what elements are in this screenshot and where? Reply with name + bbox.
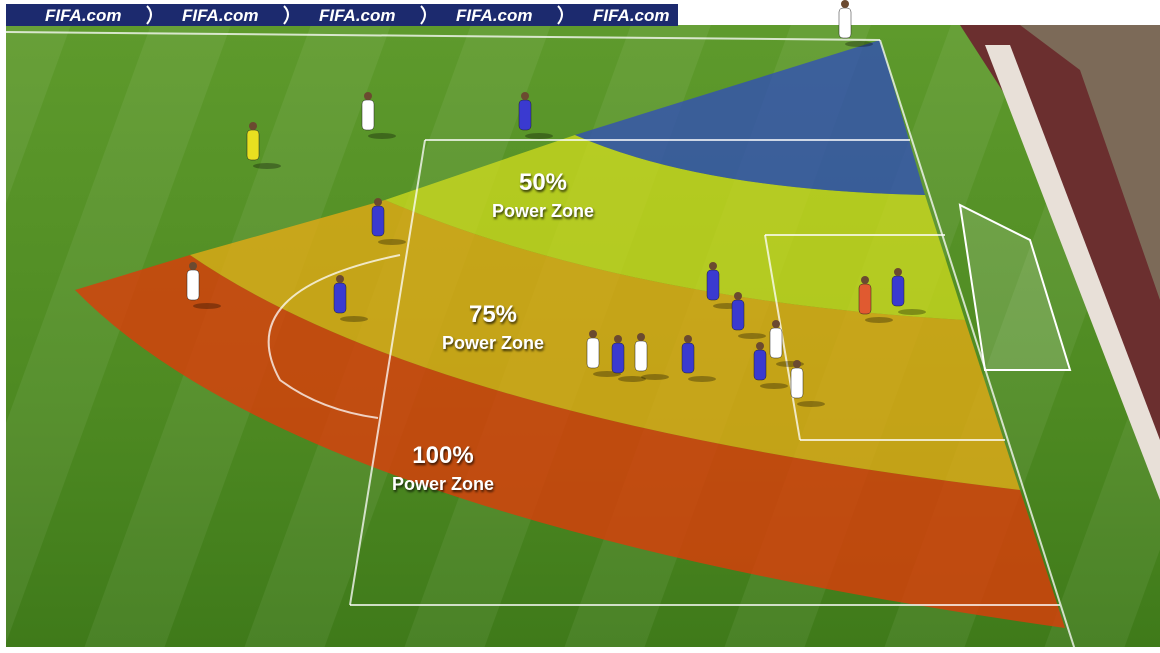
- player: [790, 367, 804, 399]
- player-shadow: [797, 401, 825, 407]
- player-head: [336, 275, 344, 283]
- goal: [958, 203, 1072, 371]
- zone-100: [75, 255, 1065, 628]
- player: [186, 269, 200, 301]
- player-head: [589, 330, 597, 338]
- player-head: [637, 333, 645, 341]
- player-shadow: [845, 41, 873, 47]
- crowd: [1020, 25, 1160, 300]
- player-head: [861, 276, 869, 284]
- player-shadow: [378, 239, 406, 245]
- banner: [6, 4, 678, 26]
- player-head: [894, 268, 902, 276]
- banner-text: FIFA.com: [593, 6, 670, 25]
- player-shadow: [641, 374, 669, 380]
- player: [681, 342, 695, 374]
- zone-percent: 50%: [519, 169, 567, 196]
- player-head: [614, 335, 622, 343]
- player-head: [521, 92, 529, 100]
- banner-items: FIFA.com FIFA.com FIFA.com FIFA.com FIFA.com: [45, 5, 700, 25]
- player-shadow: [688, 376, 716, 382]
- players: [186, 0, 926, 407]
- zone-labels: 50% Power Zone 75% Power Zone 100% Power Zone: [392, 169, 594, 494]
- player-shadow: [865, 317, 893, 323]
- player-shadow: [340, 316, 368, 322]
- player: [891, 275, 905, 307]
- zone-label: Power Zone: [442, 333, 544, 353]
- player-shadow: [193, 303, 221, 309]
- player-shadow: [253, 163, 281, 169]
- player-head: [684, 335, 692, 343]
- player-head: [756, 342, 764, 350]
- player: [769, 327, 783, 359]
- player: [634, 340, 648, 372]
- zone-label: Power Zone: [492, 201, 594, 221]
- player-head: [772, 320, 780, 328]
- banner-divider: [146, 5, 152, 25]
- player-head: [841, 0, 849, 8]
- banner-text: FIFA.com: [319, 6, 396, 25]
- player: [333, 282, 347, 314]
- player-head: [734, 292, 742, 300]
- player: [246, 129, 260, 161]
- player: [753, 349, 767, 381]
- pitch-lines: [5, 31, 1076, 651]
- zone-label: Power Zone: [392, 474, 494, 494]
- player-head: [374, 198, 382, 206]
- player-shadow: [525, 133, 553, 139]
- banner-text: FIFA.com: [45, 6, 122, 25]
- player-head: [189, 262, 197, 270]
- banner-divider: [557, 5, 563, 25]
- banner-divider: [420, 5, 426, 25]
- player: [611, 342, 625, 374]
- player-shadow: [760, 383, 788, 389]
- barrier: [985, 45, 1160, 500]
- zone-outer: [575, 40, 925, 195]
- player-shadow: [738, 333, 766, 339]
- banner-text: FIFA.com: [182, 6, 259, 25]
- player-shadow: [618, 376, 646, 382]
- banner-divider: [283, 5, 289, 25]
- zone-percent: 75%: [469, 301, 517, 328]
- player: [858, 283, 872, 315]
- zone-percent: 100%: [412, 442, 473, 469]
- banner-text: FIFA.com: [456, 6, 533, 25]
- zone-50: [385, 135, 965, 320]
- player: [838, 7, 852, 39]
- player-head: [793, 360, 801, 368]
- player: [361, 99, 375, 131]
- zone-75: [190, 200, 1020, 490]
- player: [706, 269, 720, 301]
- player-head: [364, 92, 372, 100]
- player: [518, 99, 532, 131]
- player-head: [709, 262, 717, 270]
- player-head: [249, 122, 257, 130]
- player: [586, 337, 600, 369]
- player-shadow: [898, 309, 926, 315]
- player: [371, 205, 385, 237]
- player-shadow: [368, 133, 396, 139]
- player: [731, 299, 745, 331]
- banner-divider: [694, 5, 700, 25]
